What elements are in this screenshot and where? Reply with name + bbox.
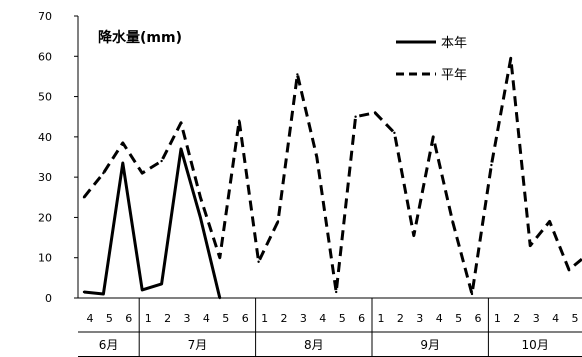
- series-point-this-year: [218, 296, 221, 300]
- series-point-this-year: [160, 282, 163, 286]
- x-tick-label: 6: [242, 312, 249, 325]
- x-tick-label: 3: [416, 312, 423, 325]
- x-tick-label: 4: [552, 312, 559, 325]
- x-tick-label: 6: [358, 312, 365, 325]
- series-point-normal: [509, 57, 512, 60]
- series-point-normal: [335, 290, 338, 294]
- x-tick-label: 5: [106, 312, 113, 325]
- x-tick-label: 1: [378, 312, 385, 325]
- y-tick-label: 50: [38, 91, 52, 104]
- series-point-normal: [160, 159, 163, 163]
- x-tick-label: 2: [513, 312, 520, 325]
- axes: [74, 15, 582, 357]
- x-tick-label: 2: [164, 312, 171, 325]
- x-tick-label: 1: [145, 312, 152, 325]
- x-tick-label: 4: [87, 312, 94, 325]
- series-layer: [82, 56, 582, 300]
- series-point-this-year: [82, 290, 86, 294]
- series-point-normal: [490, 163, 493, 167]
- series-point-normal: [373, 111, 377, 114]
- y-tick-label: 60: [38, 50, 52, 63]
- series-point-normal: [296, 73, 299, 76]
- series-point-normal: [141, 171, 144, 175]
- x-tick-label: 2: [397, 312, 404, 325]
- month-label: 10月: [522, 338, 549, 352]
- legend-label-normal: 平年: [441, 68, 467, 83]
- x-tick-label: 1: [261, 312, 268, 325]
- series-point-normal: [257, 260, 260, 263]
- series-point-normal: [393, 131, 396, 135]
- series-point-normal: [529, 244, 532, 247]
- series-point-normal: [354, 115, 357, 118]
- series-point-this-year: [121, 161, 125, 165]
- series-point-normal: [199, 196, 202, 199]
- series-point-this-year: [179, 147, 183, 151]
- series-point-normal: [315, 155, 318, 159]
- series-point-normal: [218, 256, 221, 259]
- legend-label-this-year: 本年: [441, 36, 467, 51]
- series-point-normal: [276, 220, 280, 223]
- y-tick-label: 0: [45, 292, 52, 305]
- series-point-normal: [102, 171, 105, 175]
- month-label: 7月: [188, 338, 208, 352]
- y-tick-label: 10: [38, 252, 52, 265]
- month-label: 8月: [304, 338, 324, 352]
- series-point-normal: [432, 135, 435, 139]
- month-label: 9月: [420, 338, 440, 352]
- x-tick-label: 5: [572, 312, 579, 325]
- series-point-this-year: [199, 216, 202, 219]
- x-tick-label: 4: [436, 312, 443, 325]
- series-point-this-year: [102, 292, 105, 296]
- series-point-normal: [179, 121, 183, 124]
- series-point-normal: [121, 141, 125, 145]
- x-tick-label: 6: [475, 312, 482, 325]
- series-point-normal: [238, 119, 241, 122]
- chart-title: 降水量(mm): [98, 29, 182, 46]
- x-tick-label: 5: [339, 312, 346, 325]
- x-tick-label: 4: [203, 312, 210, 325]
- series-point-normal: [567, 268, 571, 271]
- x-tick-label: 5: [222, 312, 229, 325]
- y-tick-label: 40: [38, 131, 52, 144]
- series-point-normal: [451, 220, 454, 223]
- series-point-this-year: [141, 288, 144, 292]
- x-tick-label: 3: [533, 312, 540, 325]
- series-point-normal: [470, 292, 474, 296]
- x-tick-label: 3: [184, 312, 191, 325]
- series-line-this-year: [83, 147, 222, 299]
- month-label: 6月: [99, 338, 119, 352]
- series-point-normal: [412, 234, 415, 237]
- x-tick-label: 1: [494, 312, 501, 325]
- y-tick-label: 70: [38, 10, 52, 23]
- x-tick-label: 2: [281, 312, 288, 325]
- series-line-normal: [82, 56, 582, 296]
- y-tick-label: 20: [38, 211, 52, 224]
- x-tick-label: 4: [319, 312, 326, 325]
- x-tick-label: 3: [300, 312, 307, 325]
- series-point-normal: [82, 196, 86, 199]
- x-tick-label: 5: [455, 312, 462, 325]
- y-tick-label: 30: [38, 171, 52, 184]
- series-point-normal: [548, 220, 551, 223]
- x-tick-label: 6: [125, 312, 132, 325]
